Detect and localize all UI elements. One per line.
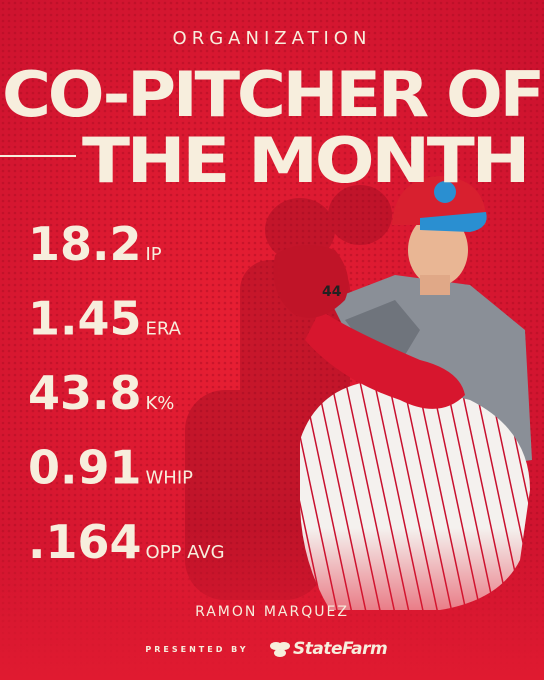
stat-label: OPP AVG	[146, 542, 225, 563]
stats: 18.2 IP 1.45 ERA 43.8 K% 0.91 WHIP .164 OPP AVG	[28, 217, 225, 569]
kicker: ORGANIZATION	[173, 28, 372, 49]
title-line: THE MONTH	[82, 124, 527, 197]
title-line: CO-PITCHER OF	[2, 58, 542, 131]
stat-value: 43.8	[28, 366, 142, 420]
jersey-number: 44	[322, 284, 342, 300]
presented-by: PRESENTED BY	[145, 645, 248, 654]
player-name: RAMON MARQUEZ	[195, 604, 349, 620]
sponsor-logo	[270, 642, 290, 657]
stat-label: K%	[146, 393, 175, 414]
stat-label: IP	[146, 244, 162, 265]
stat-value: 0.91	[28, 441, 142, 495]
stat-value: 18.2	[28, 217, 142, 271]
sponsor: StateFarm	[293, 639, 387, 659]
bottom-fade	[0, 300, 544, 680]
stat-label: ERA	[146, 319, 182, 340]
stat-value: .164	[28, 515, 142, 569]
stat-label: WHIP	[146, 468, 194, 489]
stat-value: 1.45	[28, 292, 142, 346]
